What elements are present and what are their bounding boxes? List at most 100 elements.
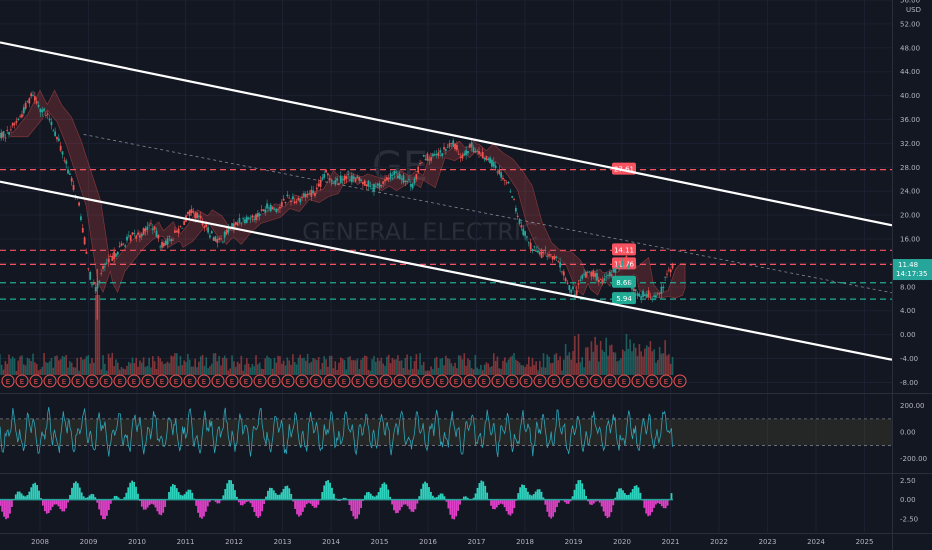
volume-bar (516, 360, 519, 375)
earnings-marker[interactable]: E (113, 374, 127, 388)
momentum-bar (32, 483, 35, 500)
earnings-marker[interactable]: E (225, 374, 239, 388)
earnings-marker[interactable]: E (589, 374, 603, 388)
volume-bar (218, 355, 220, 375)
earnings-marker[interactable]: E (533, 374, 547, 388)
earnings-marker[interactable]: E (169, 374, 183, 388)
earnings-marker[interactable]: E (659, 374, 673, 388)
price-axis[interactable]: USD 56.00 52.00 48.00 44.00 40.00 36.00 32.00 2… (893, 0, 932, 523)
year-tick-label: 2020 (613, 538, 631, 546)
candle-body (199, 215, 202, 219)
earnings-marker[interactable]: E (211, 374, 225, 388)
earnings-marker[interactable]: E (309, 374, 323, 388)
candle-body (629, 280, 632, 283)
volume-bar (456, 368, 458, 375)
earnings-marker[interactable]: E (267, 374, 281, 388)
channel-lower-line[interactable] (0, 180, 893, 361)
candle-body (107, 258, 110, 263)
momentum-bar (290, 493, 293, 500)
earnings-marker[interactable]: E (449, 374, 463, 388)
candle-body (85, 251, 88, 254)
volume-bar (111, 353, 114, 375)
level-label-4[interactable]: 5.94 (612, 292, 636, 305)
earnings-marker[interactable]: E (575, 374, 589, 388)
volume-bar (527, 356, 530, 375)
earnings-marker[interactable]: E (645, 374, 659, 388)
earnings-marker[interactable]: E (351, 374, 365, 388)
earnings-marker[interactable]: E (547, 374, 561, 388)
earnings-marker[interactable]: E (337, 374, 351, 388)
volume-bar (4, 361, 7, 375)
volume-bar (210, 363, 213, 375)
earnings-marker[interactable]: E (85, 374, 99, 388)
candle-body (363, 180, 366, 186)
current-price-badge[interactable] (893, 259, 932, 281)
earnings-marker[interactable]: E (365, 374, 379, 388)
momentum-bar (589, 499, 591, 505)
candle-body (365, 184, 368, 187)
cci-indicator-pane[interactable] (0, 406, 892, 458)
earnings-marker[interactable]: E (673, 374, 687, 388)
earnings-marker[interactable]: E (603, 374, 617, 388)
candle-body (489, 157, 491, 163)
earnings-marker[interactable]: E (505, 374, 519, 388)
earnings-marker[interactable]: E (435, 374, 449, 388)
earnings-marker[interactable]: E (1, 374, 15, 388)
level-label-2[interactable]: 11.76 (612, 257, 636, 270)
volume-bar (338, 362, 340, 375)
earnings-marker[interactable]: E (323, 374, 337, 388)
earnings-marker[interactable]: E (99, 374, 113, 388)
earnings-marker[interactable]: E (239, 374, 253, 388)
earnings-marker[interactable]: E (71, 374, 85, 388)
earnings-marker[interactable]: E (127, 374, 141, 388)
earnings-marker[interactable]: E (491, 374, 505, 388)
earnings-marker[interactable]: E (421, 374, 435, 388)
earnings-marker[interactable]: E (295, 374, 309, 388)
price-pane[interactable]: GE GENERAL ELECTRIC 27.6114.1111.768.685… (0, 0, 893, 532)
earnings-marker[interactable]: E (15, 374, 29, 388)
earnings-marker[interactable]: E (183, 374, 197, 388)
momentum-bar (344, 497, 347, 500)
volume-bar (319, 369, 322, 375)
volume-bar (537, 370, 539, 375)
earnings-marker[interactable]: E (43, 374, 57, 388)
volume-bar (293, 361, 296, 375)
earnings-marker[interactable]: E (393, 374, 407, 388)
earnings-marker[interactable]: E (29, 374, 43, 388)
earnings-marker[interactable]: E (519, 374, 533, 388)
earnings-marker[interactable]: E (253, 374, 267, 388)
time-axis[interactable]: 2008 2009 2010 2011 2012 2013 2014 2015 2016 2017… (31, 538, 873, 546)
earnings-marker[interactable]: E (407, 374, 421, 388)
level-label-1[interactable]: 14.11 (612, 243, 636, 256)
earnings-marker[interactable]: E (477, 374, 491, 388)
momentum-bar (639, 492, 642, 500)
earnings-marker[interactable]: E (155, 374, 169, 388)
earnings-badge (141, 374, 155, 388)
earnings-marker[interactable]: E (463, 374, 477, 388)
volume-bar (445, 355, 447, 375)
volume-bar (15, 370, 18, 375)
channel-upper-line[interactable] (0, 41, 893, 227)
earnings-letter: E (496, 378, 500, 386)
earnings-marker[interactable]: E (379, 374, 393, 388)
momentum-bar (527, 491, 529, 500)
earnings-marker[interactable]: E (561, 374, 575, 388)
momentum-bar (591, 499, 593, 505)
momentum-indicator-pane[interactable] (0, 479, 673, 520)
earnings-marker[interactable]: E (281, 374, 295, 388)
momentum-bar (395, 499, 397, 514)
earnings-marker[interactable]: E (617, 374, 631, 388)
earnings-marker[interactable]: E (631, 374, 645, 388)
momentum-bar (464, 496, 467, 500)
momentum-bar (158, 499, 161, 515)
volume-bar (198, 361, 200, 375)
earnings-marker[interactable]: E (57, 374, 71, 388)
candle-body (605, 276, 608, 278)
candle-body (314, 192, 316, 196)
volume-bar (236, 361, 239, 375)
volume-bar (0, 354, 1, 375)
earnings-marker[interactable]: E (197, 374, 211, 388)
earnings-marker[interactable]: E (141, 374, 155, 388)
candle-body (8, 132, 10, 135)
